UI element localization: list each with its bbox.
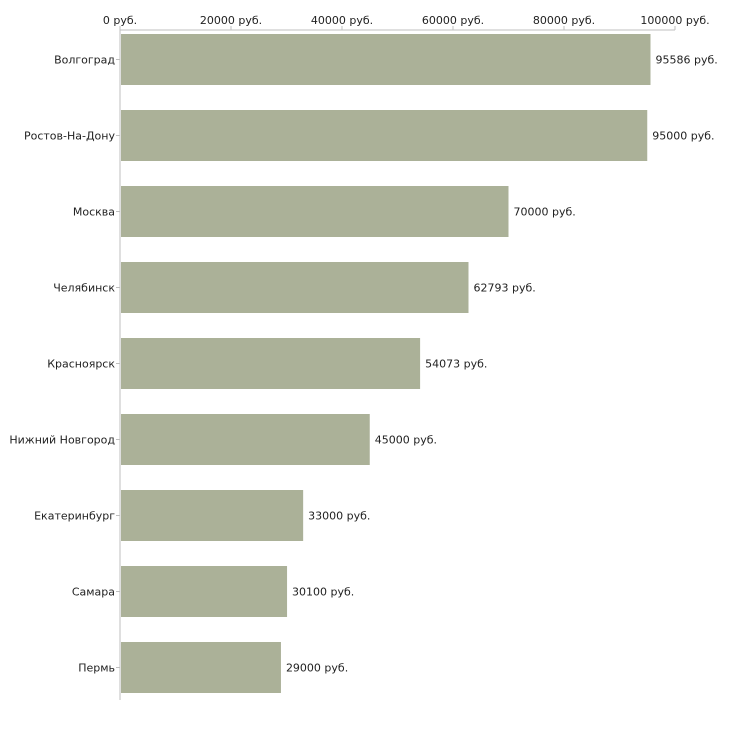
- category-label: Екатеринбург: [34, 510, 115, 523]
- value-label: 62793 руб.: [474, 282, 536, 295]
- x-tick-label: 60000 руб.: [422, 14, 484, 27]
- category-label: Пермь: [78, 662, 115, 675]
- category-label: Нижний Новгород: [9, 434, 115, 447]
- bar: [121, 110, 648, 161]
- value-label: 95000 руб.: [652, 130, 714, 143]
- value-label: 30100 руб.: [292, 586, 354, 599]
- value-label: 45000 руб.: [375, 434, 437, 447]
- value-label: 33000 руб.: [308, 510, 370, 523]
- bar: [121, 186, 509, 237]
- category-label: Самара: [72, 586, 115, 599]
- value-label: 54073 руб.: [425, 358, 487, 371]
- x-axis: 0 руб. 20000 руб. 40000 руб. 60000 руб. 8000…: [103, 14, 710, 31]
- value-labels: 95586 руб. 95000 руб. 70000 руб. 62793 руб.…: [286, 54, 718, 675]
- category-label: Москва: [73, 206, 115, 219]
- bar: [121, 338, 421, 389]
- bar: [121, 262, 469, 313]
- category-label: Красноярск: [47, 358, 115, 371]
- x-tick-label: 20000 руб.: [200, 14, 262, 27]
- bar: [121, 34, 651, 85]
- bar: [121, 414, 370, 465]
- x-tick-label: 100000 руб.: [640, 14, 709, 27]
- x-tick-label: 0 руб.: [103, 14, 137, 27]
- y-axis: Волгоград Ростов-На-Дону Москва Челябинск Кр…: [9, 30, 121, 700]
- bars: [121, 34, 651, 693]
- x-tick-label: 80000 руб.: [533, 14, 595, 27]
- value-label: 70000 руб.: [514, 206, 576, 219]
- bar: [121, 566, 288, 617]
- bar: [121, 642, 281, 693]
- bar: [121, 490, 304, 541]
- category-label: Ростов-На-Дону: [24, 130, 115, 143]
- value-label: 29000 руб.: [286, 662, 348, 675]
- category-label: Волгоград: [54, 54, 115, 67]
- value-label: 95586 руб.: [656, 54, 718, 67]
- category-label: Челябинск: [53, 282, 115, 295]
- x-tick-label: 40000 руб.: [311, 14, 373, 27]
